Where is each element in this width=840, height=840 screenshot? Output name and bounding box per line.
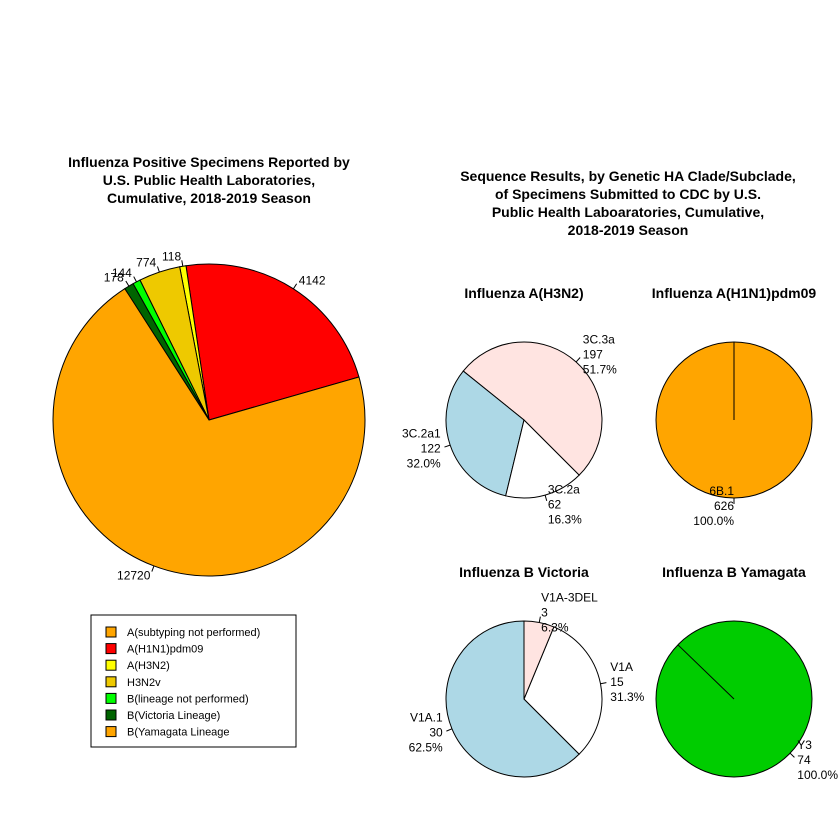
pie-label-tick <box>538 616 541 623</box>
pie-label: 12720 <box>117 568 151 582</box>
pie-label: Y3 <box>797 738 812 752</box>
pie-label: 144 <box>112 266 132 280</box>
pie-label: 118 <box>162 249 181 263</box>
pie-label-tick <box>133 276 137 283</box>
legend-label: B(Yamagata Lineage <box>127 727 230 739</box>
pie-label: 178 <box>104 271 124 285</box>
legend-swatch <box>105 643 117 655</box>
legend-swatch <box>105 676 117 688</box>
pie-slice <box>52 287 366 577</box>
subtitle-h1n1: Influenza A(H1N1)pdm09 <box>652 285 817 301</box>
pie-label: 3C.2a <box>548 483 580 497</box>
pie-label: 122 <box>421 441 441 455</box>
pie-label: 6.3% <box>541 621 569 635</box>
pie-label: 15 <box>610 675 624 689</box>
pie-label: 30 <box>429 726 443 740</box>
legend-box <box>90 614 297 748</box>
pie-label: 31.3% <box>610 690 644 704</box>
pie-label-tick <box>446 728 453 732</box>
pie-slice <box>523 626 603 755</box>
pie-label: 3C.3a <box>583 333 615 347</box>
legend-swatch <box>105 692 117 704</box>
legend-label: B(lineage not performed) <box>127 693 249 705</box>
pie-label: 774 <box>136 256 156 270</box>
pie-label: 74 <box>797 753 811 767</box>
right-title-line-2: of Specimens Submitted to CDC by U.S. <box>495 186 761 202</box>
pie-label-tick <box>151 565 155 572</box>
pie-label: V1A <box>610 660 633 674</box>
legend-swatch <box>105 626 117 638</box>
pie-label-tick <box>292 283 298 290</box>
legend-swatch <box>105 709 117 721</box>
pie-label-tick <box>600 682 607 685</box>
left-title-line-3: Cumulative, 2018-2019 Season <box>107 190 311 206</box>
left-title-line-2: U.S. Public Health Laboratories, <box>103 172 315 188</box>
pie-label-tick <box>156 266 160 273</box>
pie-label: 32.0% <box>407 456 441 470</box>
pie-label-tick <box>444 444 451 448</box>
pie-charts-group: 4142118774144178127203C.3a19751.7%3C.2a1… <box>52 249 838 782</box>
legend-label: A(H1N1)pdm09 <box>127 644 203 656</box>
legend-label: A(subtyping not performed) <box>127 627 260 639</box>
legend-label: B(Victoria Lineage) <box>127 710 220 722</box>
subtitle-h3n2: Influenza A(H3N2) <box>464 285 583 301</box>
pie-label: 62.5% <box>409 741 443 755</box>
left-title-line-1: Influenza Positive Specimens Reported by <box>68 154 350 170</box>
pie-label: 197 <box>583 348 603 362</box>
pie-label-tick <box>575 357 581 363</box>
pie-label: 3C.2a1 <box>402 426 441 440</box>
pie-label: 62 <box>548 498 562 512</box>
legend-label: H3N2v <box>127 677 161 689</box>
pie-label: V1A-3DEL <box>541 591 598 605</box>
pie-label-tick <box>544 494 548 501</box>
right-title-line-3: Public Health Laboaratories, Cumulative, <box>492 204 764 220</box>
pie-slice-edge <box>677 644 735 700</box>
pie-label-tick <box>181 260 184 267</box>
pie-label-tick <box>789 752 795 758</box>
legend: A(subtyping not performed) A(H1N1)pdm09 A(… <box>90 614 297 748</box>
pie-slice <box>462 341 603 476</box>
pie-label: V1A.1 <box>410 711 443 725</box>
pie-label: 3 <box>541 606 548 620</box>
pie-label: 16.3% <box>548 513 582 527</box>
right-title-line-4: 2018-2019 Season <box>568 222 689 238</box>
legend-swatch <box>105 726 117 738</box>
pie-label: 6B.1 <box>709 484 734 498</box>
pie-slice <box>505 419 580 499</box>
pie-label: 51.7% <box>583 363 617 377</box>
legend-swatch <box>105 659 117 671</box>
pie-label-tick <box>125 280 130 287</box>
legend-label: A(H3N2) <box>127 660 170 672</box>
subtitle-b-victoria: Influenza B Victoria <box>459 564 589 580</box>
pie-slice <box>523 620 555 700</box>
subtitle-b-yamagata: Influenza B Yamagata <box>662 564 806 580</box>
right-title-line-1: Sequence Results, by Genetic HA Clade/Su… <box>460 168 796 184</box>
pie-label: 100.0% <box>693 514 734 528</box>
pie-label: 626 <box>714 499 734 513</box>
pie-label: 4142 <box>299 273 326 287</box>
pie-label: 100.0% <box>797 768 838 782</box>
